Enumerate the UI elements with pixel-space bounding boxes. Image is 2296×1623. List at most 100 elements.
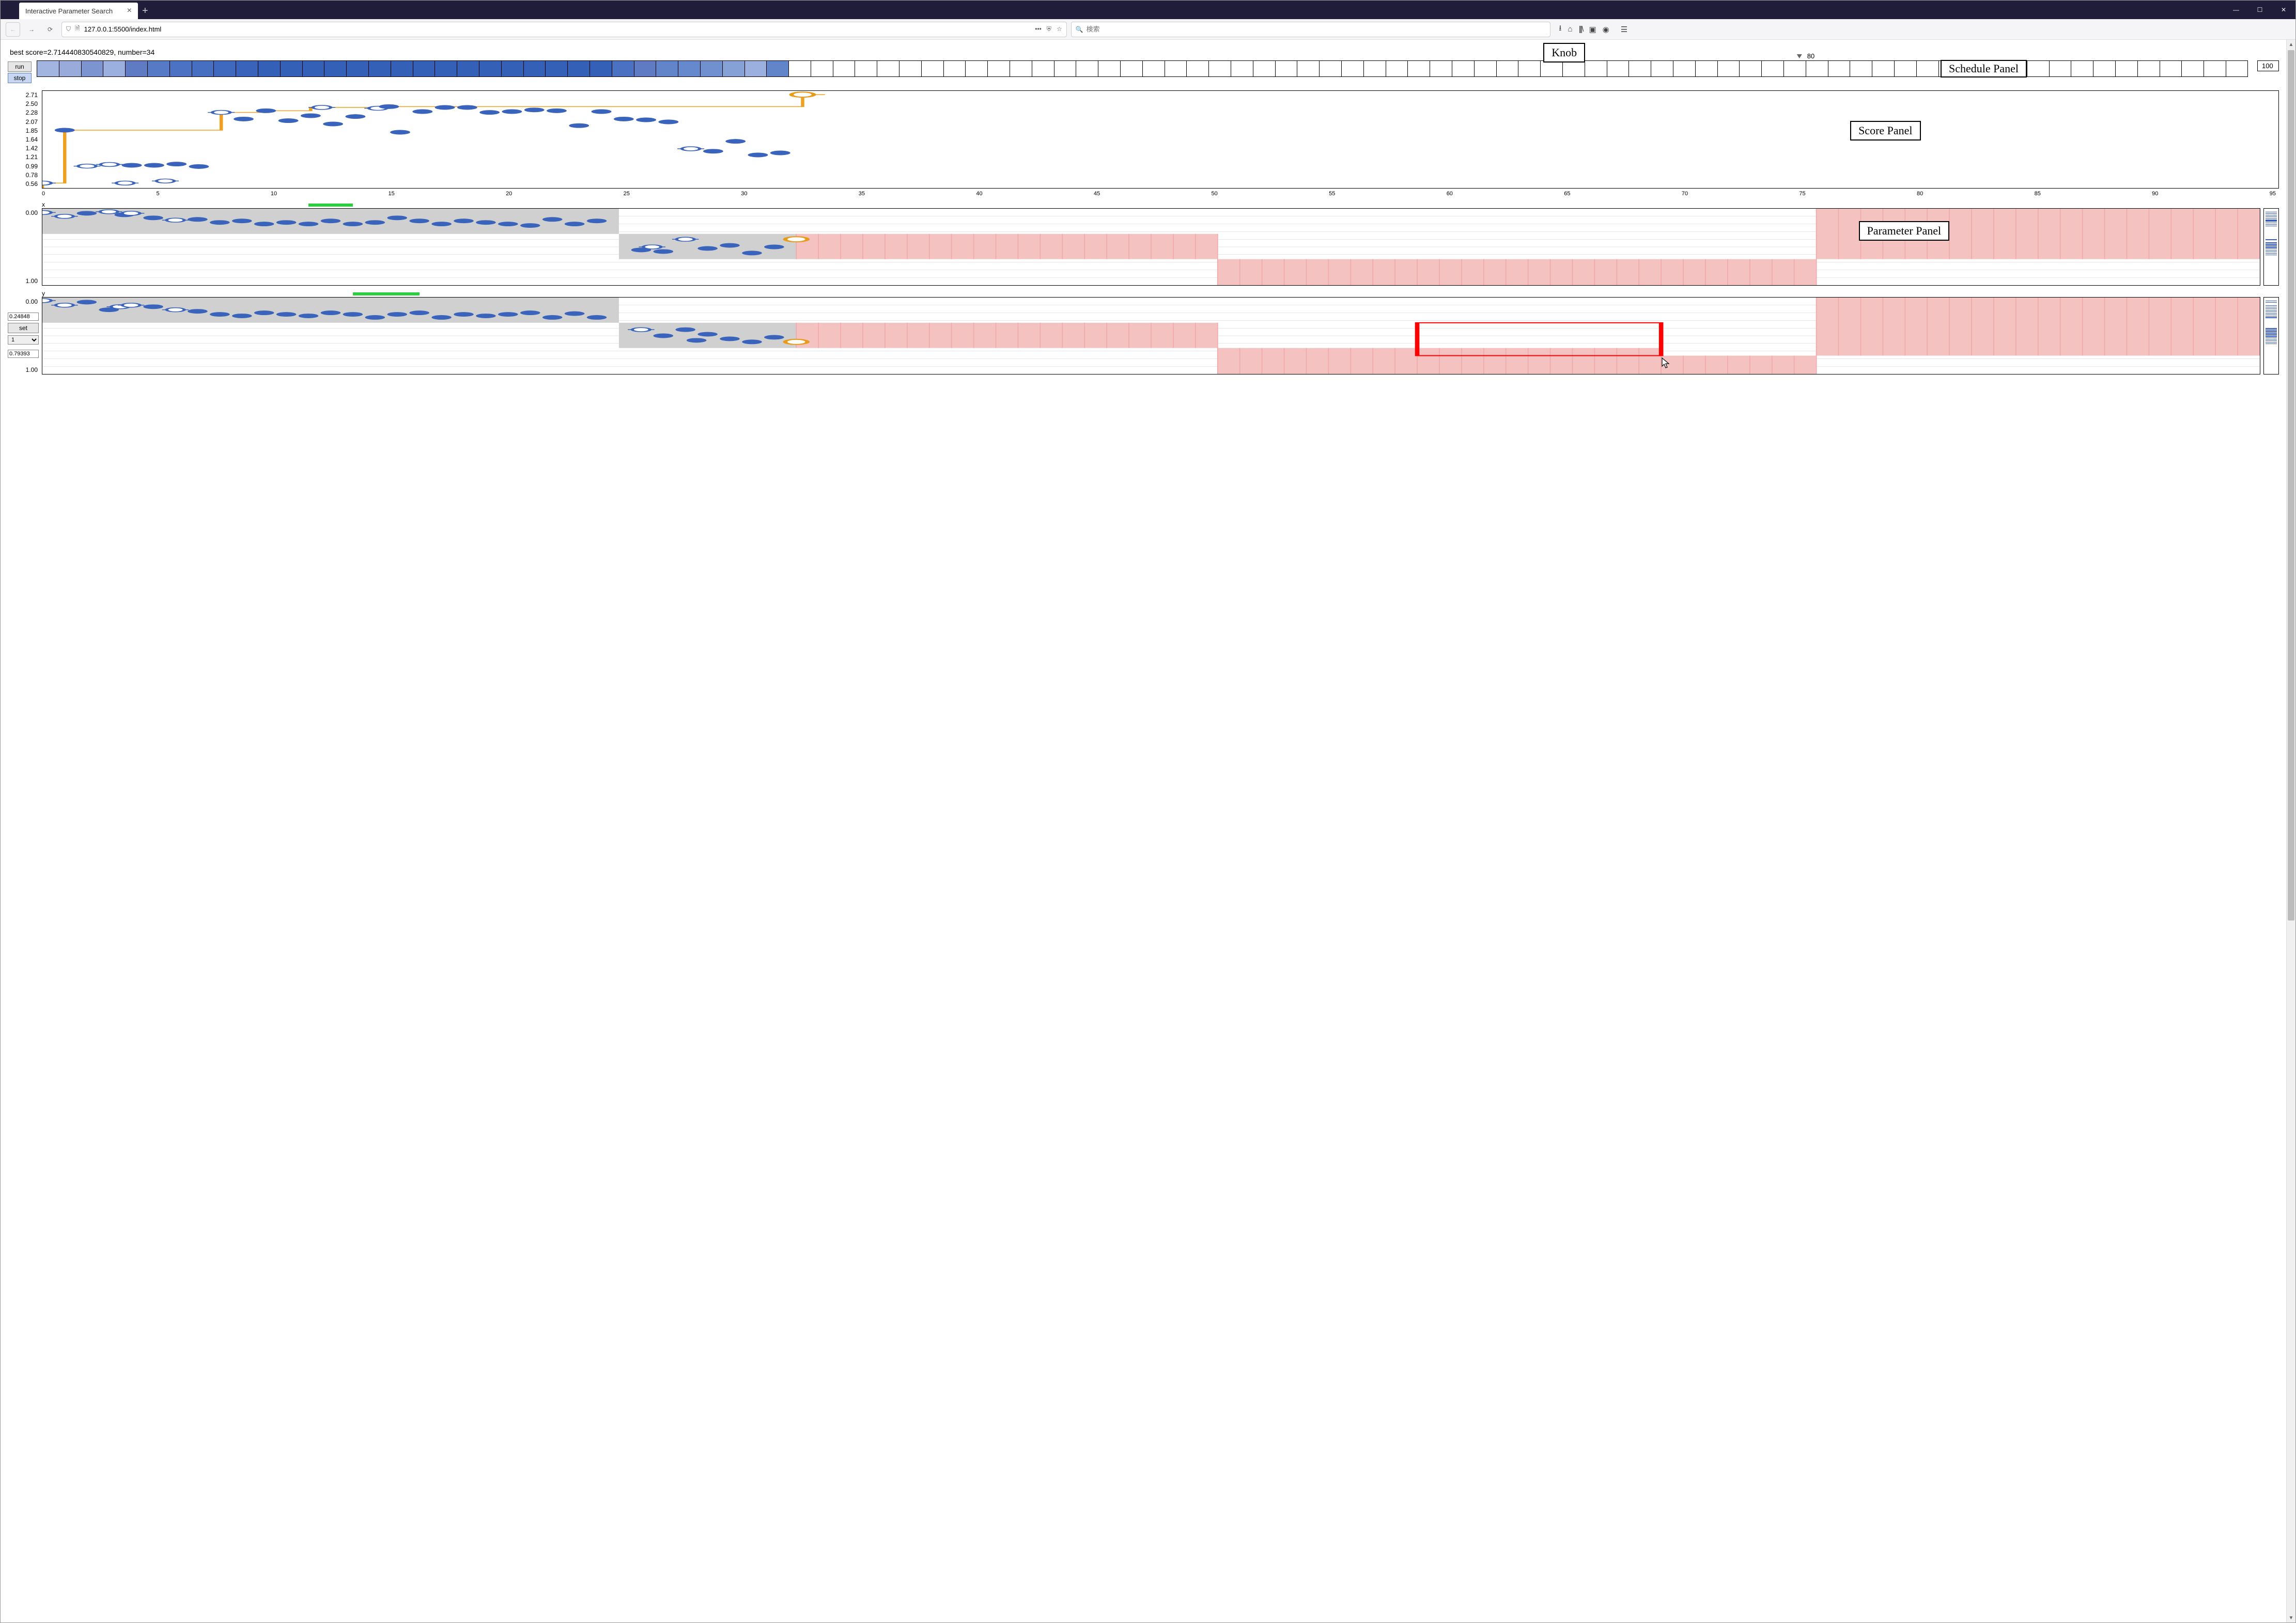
param-upper-input[interactable]	[8, 313, 39, 321]
schedule-cell	[612, 61, 634, 76]
param-name-label: x	[42, 201, 2279, 208]
scroll-up-icon[interactable]: ▲	[2287, 40, 2295, 49]
schedule-total[interactable]: 100	[2257, 60, 2279, 71]
schedule-cell	[678, 61, 701, 76]
hist-line	[2266, 317, 2277, 318]
param-green-marker	[308, 204, 353, 207]
shield-icon[interactable]: ⛉	[66, 25, 71, 33]
schedule-cell	[303, 61, 325, 76]
cursor-icon	[1661, 357, 1671, 369]
new-tab-button[interactable]: +	[142, 5, 148, 17]
schedule-cell	[324, 61, 347, 76]
hist-line	[2266, 226, 2277, 227]
hist-line	[2266, 305, 2277, 306]
schedule-cell	[479, 61, 502, 76]
schedule-cell	[1364, 61, 1386, 76]
schedule-cell	[1740, 61, 1762, 76]
schedule-cell	[148, 61, 170, 76]
vertical-scrollbar[interactable]: ▲ ▼	[2286, 40, 2295, 1622]
page-body: best score=2.714440830540829, number=34 …	[1, 40, 2295, 1622]
schedule-knob[interactable]: 80	[1797, 52, 1814, 60]
param-step-select[interactable]: 1	[8, 335, 39, 345]
param-chart-x[interactable]: Parameter Panel	[42, 208, 2260, 286]
schedule-cell	[281, 61, 303, 76]
schedule-cell	[1475, 61, 1497, 76]
maximize-icon[interactable]: ☐	[2248, 1, 2272, 19]
hist-line	[2266, 253, 2277, 254]
hist-line	[2266, 331, 2277, 332]
schedule-cell	[2182, 61, 2204, 76]
library-icon[interactable]: |||\	[1579, 23, 1583, 36]
browser-tab[interactable]: Interactive Parameter Search ×	[19, 3, 138, 19]
param-lower-input[interactable]	[8, 350, 39, 358]
schedule-cell	[1165, 61, 1187, 76]
schedule-cell	[568, 61, 590, 76]
search-input[interactable]	[1087, 25, 1546, 33]
stop-button[interactable]: stop	[8, 73, 32, 83]
hist-line	[2266, 330, 2277, 331]
schedule-cell	[2204, 61, 2226, 76]
schedule-cell	[1563, 61, 1585, 76]
schedule-cell	[1054, 61, 1077, 76]
schedule-cell	[1696, 61, 1718, 76]
schedule-cell	[369, 61, 391, 76]
tab-close-icon[interactable]: ×	[127, 6, 132, 15]
schedule-cell	[1187, 61, 1209, 76]
schedule-track[interactable]: 80 Schedule Panel	[37, 60, 2248, 77]
annotation-parameter: Parameter Panel	[1859, 221, 1950, 241]
bookmark-star-icon[interactable]: ☆	[1057, 25, 1062, 33]
schedule-cell	[258, 61, 281, 76]
schedule-cell	[236, 61, 258, 76]
schedule-cell	[723, 61, 745, 76]
param-controls: set 1	[8, 313, 39, 358]
back-button[interactable]: ←	[6, 22, 20, 37]
account-icon[interactable]: ◉	[1603, 23, 1609, 36]
hist-line	[2266, 215, 2277, 216]
forward-button[interactable]: →	[24, 22, 39, 37]
schedule-cell	[855, 61, 877, 76]
schedule-cell	[435, 61, 457, 76]
param-chart-y[interactable]	[42, 297, 2260, 374]
window-buttons: — ☐ ✕	[2224, 1, 2295, 19]
scroll-down-icon[interactable]: ▼	[2287, 1613, 2295, 1622]
hist-line	[2266, 311, 2277, 313]
close-icon[interactable]: ✕	[2272, 1, 2295, 19]
search-bar[interactable]: 🔍	[1071, 22, 1551, 37]
scroll-thumb[interactable]	[2288, 50, 2294, 920]
param-set-button[interactable]: set	[8, 323, 39, 333]
schedule-cell	[833, 61, 856, 76]
schedule-cell	[1518, 61, 1541, 76]
schedule-cell	[1076, 61, 1098, 76]
schedule-cell	[170, 61, 192, 76]
run-button[interactable]: run	[8, 61, 32, 72]
more-icon[interactable]: •••	[1035, 25, 1042, 33]
url-bar[interactable]: ⛉ 🗎 ••• ⛨ ☆	[61, 22, 1067, 37]
schedule-cell	[767, 61, 789, 76]
hist-line	[2266, 248, 2277, 249]
home-icon[interactable]: ⌂	[1568, 23, 1573, 36]
tab-title: Interactive Parameter Search	[25, 7, 113, 15]
schedule-cell	[82, 61, 104, 76]
hist-line	[2266, 252, 2277, 253]
hist-line	[2266, 339, 2277, 340]
reload-button[interactable]: ⟳	[43, 22, 57, 37]
hist-line	[2266, 213, 2277, 214]
hist-line	[2266, 307, 2277, 308]
schedule-cell	[1032, 61, 1054, 76]
page-info-icon[interactable]: 🗎	[75, 24, 80, 35]
schedule-cell	[811, 61, 833, 76]
hist-line	[2266, 212, 2277, 213]
minimize-icon[interactable]: —	[2224, 1, 2248, 19]
schedule-cell	[1121, 61, 1143, 76]
annotation-schedule: Schedule Panel	[1941, 60, 2027, 77]
sidebar-icon[interactable]: ▣	[1589, 23, 1596, 36]
menu-icon[interactable]: ☰	[1621, 23, 1627, 36]
schedule-cell	[1784, 61, 1806, 76]
score-chart[interactable]: Score Panel	[42, 90, 2279, 189]
pocket-icon[interactable]: ⛨	[1047, 25, 1051, 33]
score-x-ticks: 05101520253035404550556065707580859095	[42, 191, 2276, 197]
downloads-icon[interactable]: ⭳	[1559, 23, 1561, 36]
schedule-cell	[789, 61, 811, 76]
hist-line	[2266, 302, 2277, 303]
url-input[interactable]	[84, 25, 1031, 33]
